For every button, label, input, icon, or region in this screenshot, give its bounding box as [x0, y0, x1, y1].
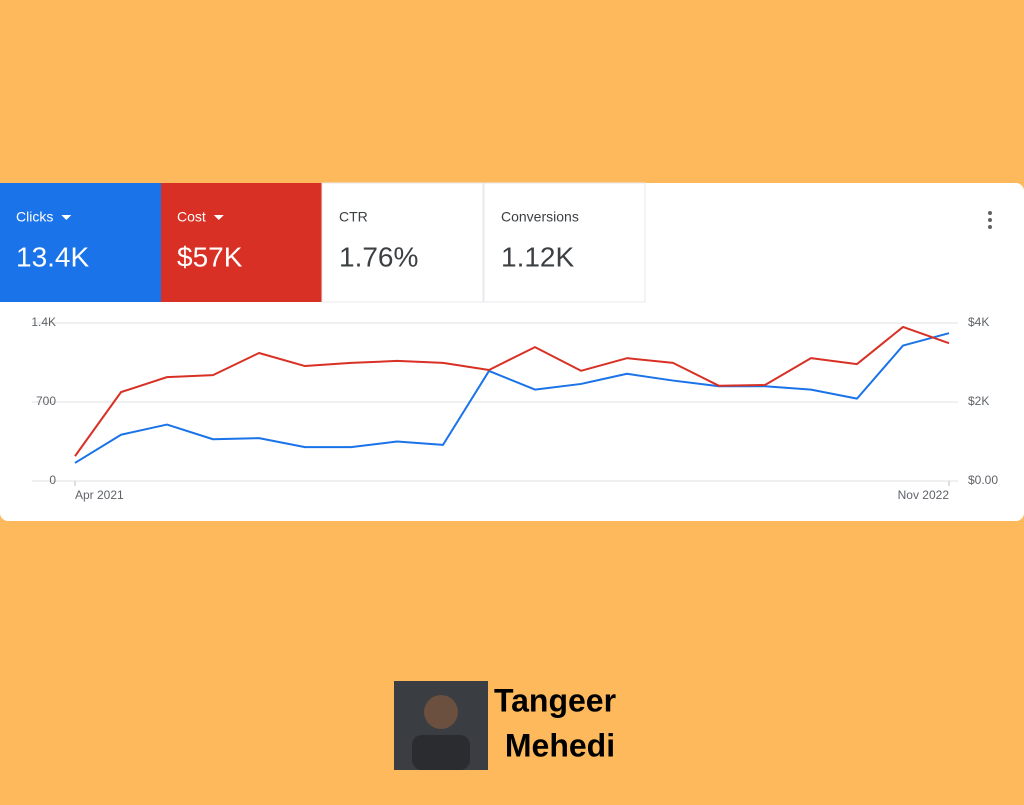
photo-face — [424, 695, 458, 729]
photo-body — [412, 735, 470, 770]
dot — [988, 211, 992, 215]
metric-value: 1.76% — [339, 241, 418, 272]
y-tick-label: 1.4K — [31, 315, 56, 329]
more-menu[interactable] — [988, 211, 992, 229]
dot — [988, 218, 992, 222]
y-tick-label: 0 — [49, 473, 56, 487]
series-line — [74, 325, 950, 457]
y2-tick-label: $4K — [968, 315, 989, 329]
dot — [988, 225, 992, 229]
footer-name: Mehedi — [505, 727, 615, 763]
metric-label: CTR — [339, 209, 368, 225]
metric-value: 13.4K — [16, 241, 89, 272]
x-tick-label: Nov 2022 — [898, 488, 950, 502]
metric-tile[interactable] — [483, 182, 646, 303]
metric-label: Cost — [177, 209, 206, 225]
footer-name: Tangeer — [494, 682, 616, 718]
metric-value: $57K — [177, 241, 243, 272]
y-tick-label: 700 — [36, 394, 56, 408]
metric-tile[interactable] — [161, 183, 322, 302]
y2-tick-label: $2K — [968, 394, 989, 408]
metric-tile[interactable] — [0, 183, 161, 302]
metric-label: Conversions — [501, 209, 579, 225]
series-line — [74, 332, 950, 464]
dropdown-arrow — [61, 215, 72, 220]
y2-tick-label: $0.00 — [968, 473, 998, 487]
metric-label: Clicks — [16, 209, 53, 225]
metric-tile[interactable] — [321, 182, 484, 303]
dropdown-arrow — [213, 215, 224, 220]
x-tick-label: Apr 2021 — [75, 488, 124, 502]
metric-value: 1.12K — [501, 241, 574, 272]
